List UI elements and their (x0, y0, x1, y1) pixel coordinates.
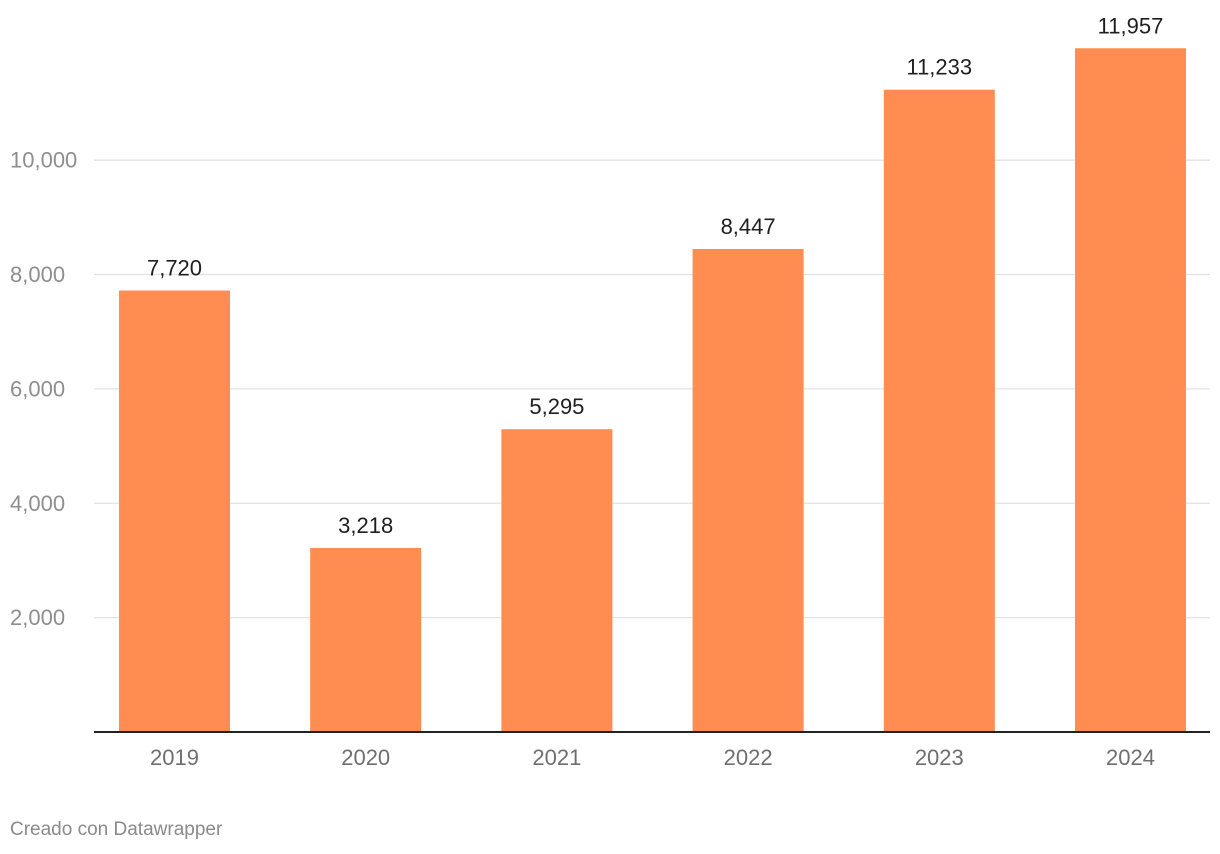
y-tick-label: 6,000 (10, 376, 65, 401)
data-label: 7,720 (147, 256, 202, 281)
y-tick-label: 2,000 (10, 605, 65, 630)
credit-text: Creado con Datawrapper (10, 819, 223, 840)
data-label: 3,218 (338, 513, 393, 538)
bar-2021 (501, 429, 613, 732)
data-labels: 7,720 3,218 5,295 8,447 11,233 11,957 (147, 13, 1163, 538)
x-tick-label: 2021 (532, 745, 581, 770)
x-tick-label: 2019 (150, 745, 199, 770)
data-label: 5,295 (529, 394, 584, 419)
bars (119, 48, 1186, 733)
data-label: 11,957 (1098, 13, 1164, 38)
x-tick-label: 2020 (341, 745, 390, 770)
y-tick-label: 10,000 (10, 148, 77, 173)
bar-2022 (692, 248, 804, 732)
data-label: 11,233 (906, 55, 972, 80)
y-tick-label: 8,000 (10, 262, 65, 287)
bar-2024 (1075, 48, 1186, 732)
bar-2023 (883, 89, 995, 733)
bar-2020 (310, 547, 422, 732)
y-tick-label: 4,000 (10, 491, 65, 516)
x-tick-label: 2024 (1106, 745, 1155, 770)
x-axis: 2019 2020 2021 2022 2023 2024 (150, 745, 1155, 770)
data-label: 8,447 (721, 214, 776, 239)
bar-2019 (119, 290, 230, 732)
x-tick-label: 2022 (724, 745, 773, 770)
gridlines: 2,000 4,000 6,000 8,000 10,000 (10, 148, 1210, 630)
x-tick-label: 2023 (915, 745, 964, 770)
